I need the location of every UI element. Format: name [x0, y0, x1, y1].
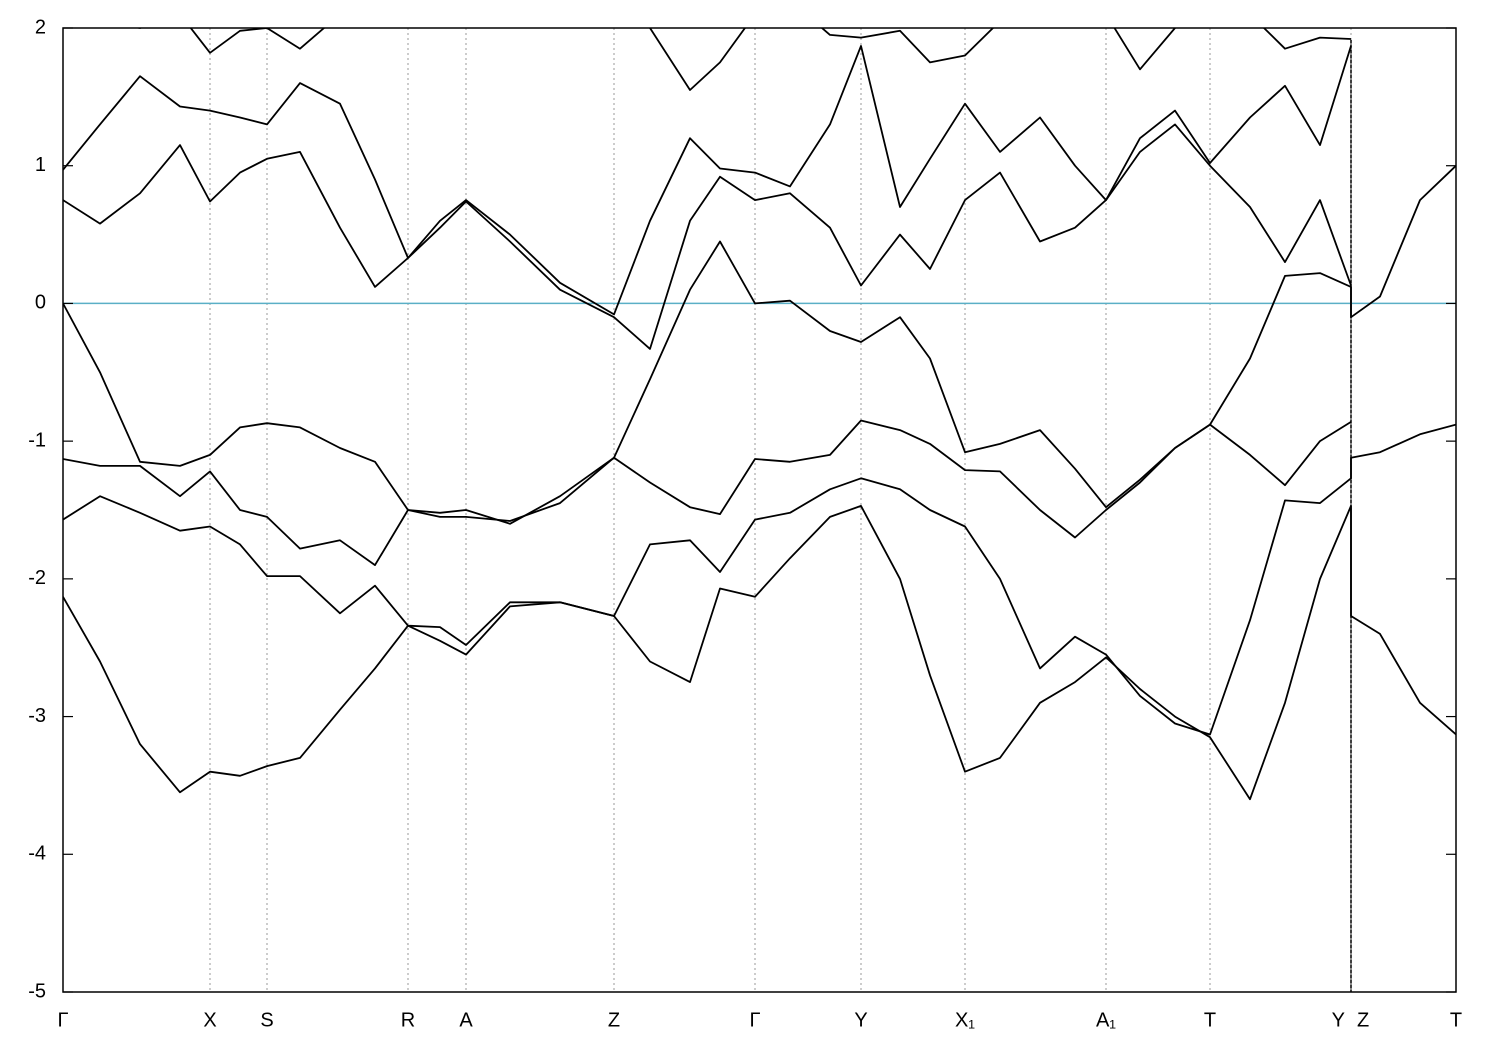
band-line: [63, 45, 1352, 316]
band-line: [63, 423, 1456, 736]
y-tick-label: -1: [28, 429, 46, 451]
x-tick-label: Z: [1357, 1009, 1369, 1031]
y-tick-label: 1: [35, 154, 46, 176]
bands: [63, 28, 1456, 801]
x-tick-label: Y: [854, 1009, 867, 1031]
x-tick-label: A: [459, 1009, 473, 1031]
x-tick-label: S: [260, 1009, 273, 1031]
x-tick-label: Γ: [749, 1009, 760, 1031]
y-tick-label: 2: [35, 16, 46, 38]
x-tick-label: R: [401, 1009, 415, 1031]
x-tick-label: T: [1204, 1009, 1216, 1031]
x-tick-label: Y: [1332, 1009, 1345, 1031]
band-line: [63, 165, 1456, 522]
x-tick-label: T: [1450, 1009, 1462, 1031]
y-tick-label: -2: [28, 567, 46, 589]
y-tick-label: -3: [28, 705, 46, 727]
x-tick-label: X: [203, 1009, 216, 1031]
band-line: [63, 419, 1352, 566]
x-tick-label: X₁: [955, 1009, 975, 1031]
band-line: [63, 505, 1456, 801]
x-tick-label: Z: [608, 1009, 620, 1031]
y-tick-label: 0: [35, 292, 46, 314]
grid: [62, 28, 1457, 992]
y-tick-label: -5: [28, 980, 46, 1002]
band-line: [134, 28, 1352, 91]
x-tick-label: A₁: [1096, 1009, 1116, 1031]
plot-frame: [62, 27, 1457, 993]
band-line: [63, 123, 1352, 350]
x-tick-label: Γ: [57, 1009, 68, 1031]
y-tick-label: -4: [28, 843, 46, 865]
